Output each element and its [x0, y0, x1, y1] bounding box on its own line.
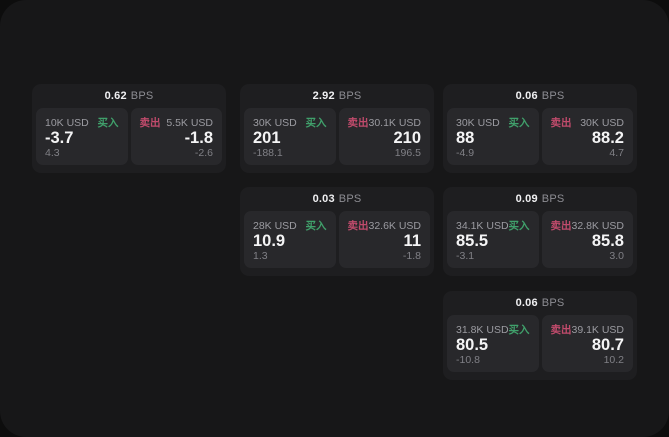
buy-price: 10.9 [253, 232, 286, 251]
buy-price: 80.5 [456, 336, 489, 355]
buy-panel[interactable]: 10K USD 买入 -3.7 4.3 [36, 108, 128, 165]
card-header: 0.03 BPS [240, 187, 434, 211]
sell-panel[interactable]: 卖出 5.5K USD -1.8 -2.6 [130, 108, 222, 165]
sell-badge: 卖出 [550, 117, 572, 129]
sell-sub-value: -1.8 [402, 250, 421, 262]
buy-badge: 买入 [508, 117, 530, 129]
bps-suffix-label: BPS [541, 193, 565, 205]
sell-sub-value: 10.2 [603, 354, 624, 366]
buy-price: 201 [253, 129, 281, 148]
buy-sub-value: -3.1 [456, 250, 475, 262]
buy-panel[interactable]: 34.1K USD 买入 85.5 -3.1 [447, 211, 539, 268]
buy-sub-value: 1.3 [253, 250, 268, 262]
card-header: 0.09 BPS [443, 187, 637, 211]
sell-size-label: 5.5K USD [166, 117, 213, 129]
bps-suffix-label: BPS [338, 90, 362, 102]
buy-sub-value: -4.9 [456, 147, 475, 159]
bps-suffix-label: BPS [541, 90, 565, 102]
bps-value: 0.06 [515, 90, 538, 102]
sell-size-label: 30K USD [580, 117, 624, 129]
sell-badge: 卖出 [347, 220, 369, 232]
sell-price: 210 [393, 129, 421, 148]
sell-panel[interactable]: 卖出 32.8K USD 85.8 3.0 [541, 211, 633, 268]
buy-size-label: 10K USD [45, 117, 89, 129]
buy-size-label: 30K USD [456, 117, 500, 129]
bps-suffix-label: BPS [130, 90, 154, 102]
sell-price: 11 [403, 232, 421, 251]
quote-card-1: 2.92 BPS 30K USD 买入 201 -188.1 卖出 30.1K U… [240, 84, 434, 173]
buy-size-label: 34.1K USD [456, 220, 509, 232]
buy-price: -3.7 [45, 129, 74, 148]
sell-badge: 卖出 [550, 324, 572, 336]
sell-size-label: 32.8K USD [571, 220, 625, 232]
sell-sub-value: 196.5 [394, 147, 421, 159]
bps-suffix-label: BPS [338, 193, 362, 205]
buy-badge: 买入 [508, 220, 530, 232]
buy-sub-value: -10.8 [456, 354, 480, 366]
buy-panel[interactable]: 30K USD 买入 88 -4.9 [447, 108, 539, 165]
bps-value: 0.62 [104, 90, 127, 102]
sell-size-label: 39.1K USD [571, 324, 625, 336]
buy-badge: 买入 [305, 117, 327, 129]
buy-badge: 买入 [97, 117, 119, 129]
buy-badge: 买入 [508, 324, 530, 336]
buy-price: 85.5 [456, 232, 489, 251]
sell-badge: 卖出 [550, 220, 572, 232]
quote-card-5: 0.06 BPS 31.8K USD 买入 80.5 -10.8 卖出 39.1K… [443, 291, 637, 380]
sell-price: 88.2 [591, 129, 624, 148]
buy-size-label: 30K USD [253, 117, 297, 129]
quote-card-2: 0.06 BPS 30K USD 买入 88 -4.9 卖出 30K USD 88… [443, 84, 637, 173]
sell-size-label: 30.1K USD [368, 117, 422, 129]
sell-panel[interactable]: 卖出 32.6K USD 11 -1.8 [338, 211, 430, 268]
sell-panel[interactable]: 卖出 30.1K USD 210 196.5 [338, 108, 430, 165]
buy-sub-value: 4.3 [45, 147, 60, 159]
quote-card-4: 0.09 BPS 34.1K USD 买入 85.5 -3.1 卖出 32.8K … [443, 187, 637, 276]
buy-sub-value: -188.1 [253, 147, 283, 159]
sell-sub-value: -2.6 [194, 147, 213, 159]
buy-panel[interactable]: 30K USD 买入 201 -188.1 [244, 108, 336, 165]
card-header: 2.92 BPS [240, 84, 434, 108]
sell-panel[interactable]: 卖出 39.1K USD 80.7 10.2 [541, 315, 633, 372]
bps-value: 0.03 [312, 193, 335, 205]
buy-panel[interactable]: 28K USD 买入 10.9 1.3 [244, 211, 336, 268]
quote-card-0: 0.62 BPS 10K USD 买入 -3.7 4.3 卖出 5.5K USD … [32, 84, 226, 173]
sell-badge: 卖出 [347, 117, 369, 129]
sell-sub-value: 4.7 [609, 147, 624, 159]
sell-price: 85.8 [591, 232, 624, 251]
buy-size-label: 28K USD [253, 220, 297, 232]
bps-suffix-label: BPS [541, 297, 565, 309]
sell-price: -1.8 [184, 129, 213, 148]
sell-panel[interactable]: 卖出 30K USD 88.2 4.7 [541, 108, 633, 165]
card-header: 0.62 BPS [32, 84, 226, 108]
buy-badge: 买入 [305, 220, 327, 232]
buy-panel[interactable]: 31.8K USD 买入 80.5 -10.8 [447, 315, 539, 372]
buy-size-label: 31.8K USD [456, 324, 509, 336]
bps-value: 2.92 [312, 90, 335, 102]
card-header: 0.06 BPS [443, 291, 637, 315]
buy-price: 88 [456, 129, 475, 148]
sell-badge: 卖出 [139, 117, 161, 129]
sell-sub-value: 3.0 [609, 250, 624, 262]
bps-value: 0.09 [515, 193, 538, 205]
sell-size-label: 32.6K USD [368, 220, 422, 232]
sell-price: 80.7 [591, 336, 624, 355]
card-header: 0.06 BPS [443, 84, 637, 108]
bps-value: 0.06 [515, 297, 538, 309]
quote-card-3: 0.03 BPS 28K USD 买入 10.9 1.3 卖出 32.6K USD… [240, 187, 434, 276]
